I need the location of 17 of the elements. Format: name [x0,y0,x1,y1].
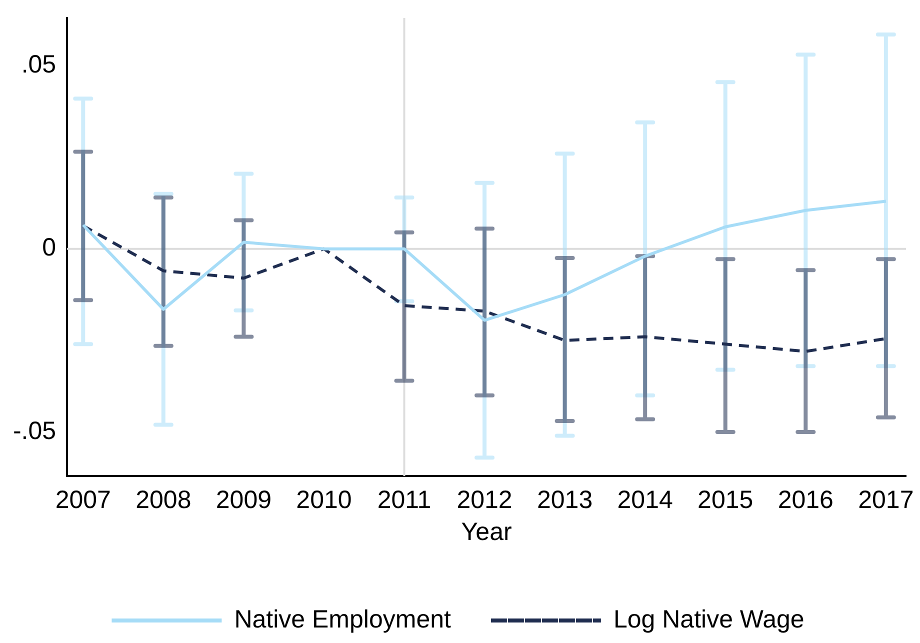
x-tick-label: 2016 [778,486,834,514]
x-tick-label: 2012 [456,486,512,514]
x-tick-label: 2007 [55,486,111,514]
x-tick-label: 2009 [216,486,272,514]
legend-label: Log Native Wage [613,605,804,634]
x-tick-label: 2017 [858,486,914,514]
x-tick-label: 2014 [617,486,673,514]
legend-label: Native Employment [234,605,452,634]
y-tick-label: 0 [42,234,56,262]
x-tick-label: 2008 [136,486,192,514]
x-tick-label: 2015 [698,486,754,514]
y-tick-label: .05 [21,50,56,79]
x-tick-label: 2010 [296,486,352,514]
x-tick-label: 2013 [537,486,593,514]
x-axis-title: Year [461,518,512,546]
x-tick-label: 2011 [377,486,432,514]
y-tick-label: -.05 [12,416,56,445]
